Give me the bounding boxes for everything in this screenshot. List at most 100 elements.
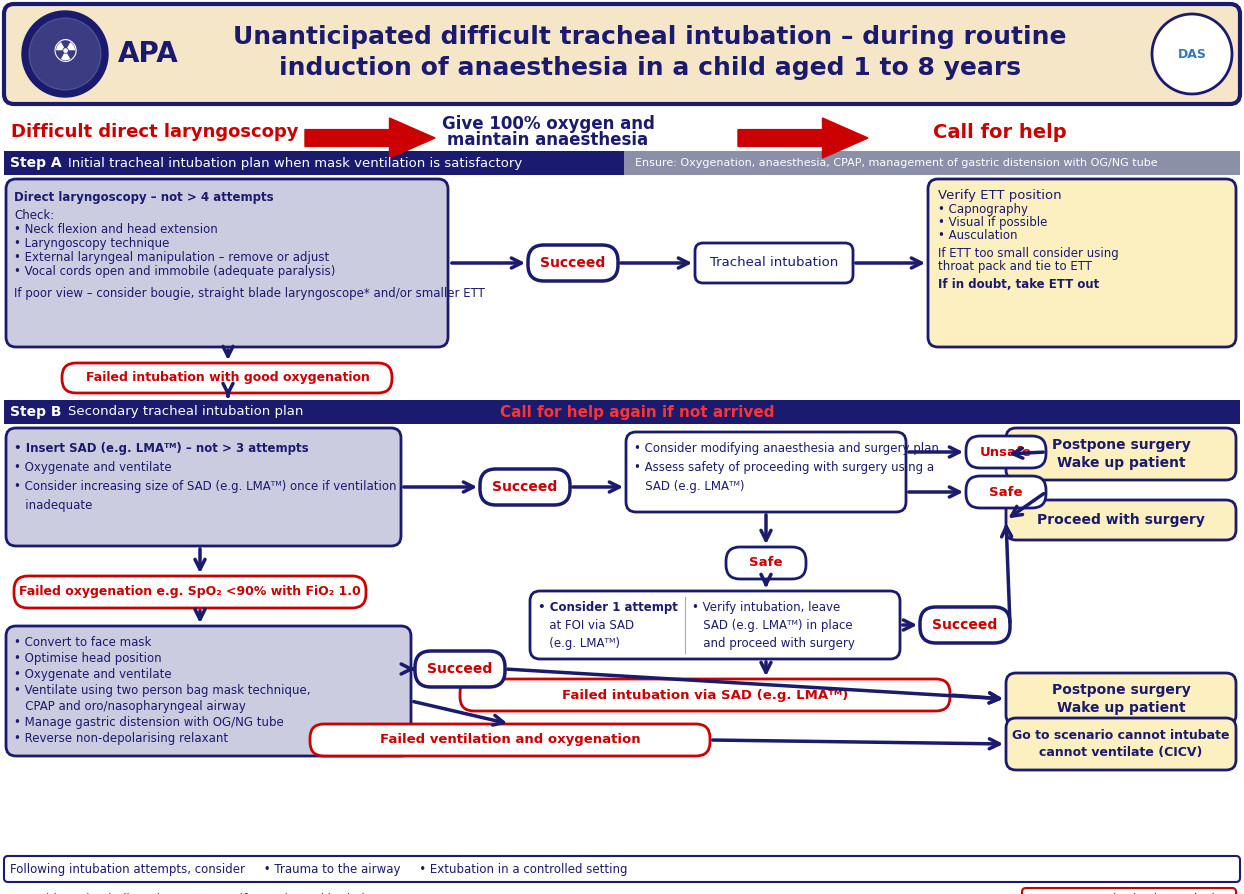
FancyBboxPatch shape <box>480 469 570 505</box>
Text: Step A: Step A <box>10 156 62 170</box>
Text: Give 100% oxygen and: Give 100% oxygen and <box>442 115 654 133</box>
Text: Go to scenario cannot intubate
cannot ventilate (CICV): Go to scenario cannot intubate cannot ve… <box>1013 729 1230 759</box>
Text: • Oxygenate and ventilate: • Oxygenate and ventilate <box>14 461 172 474</box>
FancyBboxPatch shape <box>967 476 1046 508</box>
FancyBboxPatch shape <box>695 243 853 283</box>
FancyBboxPatch shape <box>1006 718 1237 770</box>
Text: at FOI via SAD: at FOI via SAD <box>537 619 634 632</box>
FancyBboxPatch shape <box>527 245 618 281</box>
Text: Ensure: Oxygenation, anaesthesia, CPAP, management of gastric distension with OG: Ensure: Oxygenation, anaesthesia, CPAP, … <box>634 158 1158 168</box>
FancyBboxPatch shape <box>6 626 411 756</box>
Text: SAD (e.g. LMAᵀᴹ) in place: SAD (e.g. LMAᵀᴹ) in place <box>692 619 852 632</box>
Text: Secondary tracheal intubation plan: Secondary tracheal intubation plan <box>68 406 304 418</box>
Text: and proceed with surgery: and proceed with surgery <box>692 637 855 650</box>
Text: • Assess safety of proceeding with surgery using a: • Assess safety of proceeding with surge… <box>634 461 934 474</box>
FancyBboxPatch shape <box>530 591 899 659</box>
Text: • Consider modifying anaesthesia and surgery plan: • Consider modifying anaesthesia and sur… <box>634 442 939 455</box>
Text: Unanticipated difficult tracheal intubation – during routine: Unanticipated difficult tracheal intubat… <box>234 25 1067 49</box>
Text: If ETT too small consider using: If ETT too small consider using <box>938 247 1118 260</box>
FancyBboxPatch shape <box>6 179 448 347</box>
Text: • Manage gastric distension with OG/NG tube: • Manage gastric distension with OG/NG t… <box>14 716 284 729</box>
FancyBboxPatch shape <box>1006 428 1237 480</box>
FancyBboxPatch shape <box>4 856 1240 882</box>
Text: Verify ETT position: Verify ETT position <box>938 189 1061 202</box>
Text: • External laryngeal manipulation – remove or adjust: • External laryngeal manipulation – remo… <box>14 251 330 264</box>
Text: • Ausculation: • Ausculation <box>938 229 1018 242</box>
Text: Postpone surgery
Wake up patient: Postpone surgery Wake up patient <box>1051 683 1191 715</box>
Text: Proceed with surgery: Proceed with surgery <box>1037 513 1205 527</box>
FancyBboxPatch shape <box>626 432 906 512</box>
Polygon shape <box>305 118 435 158</box>
Text: maintain anaesthesia: maintain anaesthesia <box>448 131 648 149</box>
Text: • Consider 1 attempt: • Consider 1 attempt <box>537 601 678 614</box>
Text: SAD (e.g. LMAᵀᴹ): SAD (e.g. LMAᵀᴹ) <box>634 480 744 493</box>
Text: Failed ventilation and oxygenation: Failed ventilation and oxygenation <box>379 733 641 746</box>
Text: Failed oxygenation e.g. SpO₂ <90% with FiO₂ 1.0: Failed oxygenation e.g. SpO₂ <90% with F… <box>19 586 361 598</box>
Circle shape <box>22 11 108 97</box>
Text: CPAP and oro/nasopharyngeal airway: CPAP and oro/nasopharyngeal airway <box>14 700 246 713</box>
Text: Following intubation attempts, consider     • Trauma to the airway     • Extubat: Following intubation attempts, consider … <box>10 863 627 875</box>
Text: Failed intubation with good oxygenation: Failed intubation with good oxygenation <box>86 372 369 384</box>
Text: inadequate: inadequate <box>14 499 92 512</box>
Text: Failed intubation via SAD (e.g. LMAᵀᴹ): Failed intubation via SAD (e.g. LMAᵀᴹ) <box>562 688 848 702</box>
FancyBboxPatch shape <box>1006 500 1237 540</box>
Text: ☢: ☢ <box>51 39 78 69</box>
Text: Tracheal intubation: Tracheal intubation <box>710 257 838 269</box>
Text: Call for help: Call for help <box>933 122 1067 141</box>
FancyBboxPatch shape <box>14 576 366 608</box>
FancyBboxPatch shape <box>62 363 392 393</box>
Text: Direct laryngoscopy – not > 4 attempts: Direct laryngoscopy – not > 4 attempts <box>14 191 274 204</box>
Text: • Optimise head position: • Optimise head position <box>14 652 162 665</box>
Circle shape <box>29 18 101 90</box>
Text: • Ventilate using two person bag mask technique,: • Ventilate using two person bag mask te… <box>14 684 311 697</box>
Polygon shape <box>738 118 868 158</box>
Text: Succeed: Succeed <box>493 480 557 494</box>
FancyBboxPatch shape <box>460 679 950 711</box>
FancyBboxPatch shape <box>310 724 710 756</box>
FancyBboxPatch shape <box>4 4 1240 104</box>
Text: • Consider increasing size of SAD (e.g. LMAᵀᴹ) once if ventilation: • Consider increasing size of SAD (e.g. … <box>14 480 397 493</box>
Text: • Vocal cords open and immobile (adequate paralysis): • Vocal cords open and immobile (adequat… <box>14 265 336 278</box>
FancyBboxPatch shape <box>726 547 806 579</box>
Text: (e.g. LMAᵀᴹ): (e.g. LMAᵀᴹ) <box>537 637 620 650</box>
Text: *Consider using indirect laryngoscope if experienced in their use: *Consider using indirect laryngoscope if… <box>10 892 393 894</box>
Text: throat pack and tie to ETT: throat pack and tie to ETT <box>938 260 1092 273</box>
Text: • Oxygenate and ventilate: • Oxygenate and ventilate <box>14 668 172 681</box>
FancyBboxPatch shape <box>624 151 1240 175</box>
Text: • Verify intubation, leave: • Verify intubation, leave <box>692 601 840 614</box>
Text: Safe: Safe <box>989 485 1023 499</box>
FancyBboxPatch shape <box>4 400 1240 424</box>
Text: • Insert SAD (e.g. LMAᵀᴹ) – not > 3 attempts: • Insert SAD (e.g. LMAᵀᴹ) – not > 3 atte… <box>14 442 309 455</box>
FancyBboxPatch shape <box>6 428 401 546</box>
Text: Postpone surgery
Wake up patient: Postpone surgery Wake up patient <box>1051 438 1191 470</box>
Circle shape <box>1152 14 1232 94</box>
FancyBboxPatch shape <box>967 436 1046 468</box>
Text: Initial tracheal intubation plan when mask ventilation is satisfactory: Initial tracheal intubation plan when ma… <box>68 156 522 170</box>
Text: Difficult direct laryngoscopy: Difficult direct laryngoscopy <box>11 123 299 141</box>
Text: Check:: Check: <box>14 209 55 222</box>
Text: • Neck flexion and head extension: • Neck flexion and head extension <box>14 223 218 236</box>
Text: Succeed: Succeed <box>932 618 998 632</box>
Text: If in doubt, take ETT out: If in doubt, take ETT out <box>938 278 1100 291</box>
Text: APA: APA <box>118 40 179 68</box>
Text: Safe: Safe <box>749 556 782 569</box>
Text: Succeed: Succeed <box>540 256 606 270</box>
Text: • Capnography: • Capnography <box>938 203 1028 216</box>
Text: Unsafe: Unsafe <box>980 445 1033 459</box>
Text: • Reverse non-depolarising relaxant: • Reverse non-depolarising relaxant <box>14 732 228 745</box>
Text: If poor view – consider bougie, straight blade laryngoscope* and/or smaller ETT: If poor view – consider bougie, straight… <box>14 287 485 300</box>
Text: • Laryngoscopy technique: • Laryngoscopy technique <box>14 237 169 250</box>
FancyBboxPatch shape <box>1023 888 1237 894</box>
Text: DAS: DAS <box>1178 47 1207 61</box>
FancyBboxPatch shape <box>4 151 624 175</box>
Text: • Convert to face mask: • Convert to face mask <box>14 636 152 649</box>
FancyBboxPatch shape <box>921 607 1010 643</box>
Text: induction of anaesthesia in a child aged 1 to 8 years: induction of anaesthesia in a child aged… <box>279 56 1021 80</box>
FancyBboxPatch shape <box>415 651 505 687</box>
Text: Succeed: Succeed <box>428 662 493 676</box>
FancyBboxPatch shape <box>1006 673 1237 725</box>
Text: Call for help again if not arrived: Call for help again if not arrived <box>500 404 775 419</box>
Text: Step B: Step B <box>10 405 61 419</box>
FancyBboxPatch shape <box>928 179 1237 347</box>
Text: • Visual if possible: • Visual if possible <box>938 216 1047 229</box>
